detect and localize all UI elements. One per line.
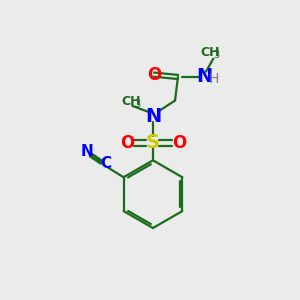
Text: O: O [120,134,134,152]
Text: O: O [172,134,186,152]
Text: CH: CH [121,95,141,108]
Text: 3: 3 [214,50,220,60]
Text: 3: 3 [134,99,140,109]
Text: S: S [146,133,160,152]
Text: H: H [209,72,219,86]
Text: C: C [100,157,111,172]
Text: N: N [81,144,94,159]
Text: N: N [196,68,213,86]
Text: CH: CH [201,46,220,59]
Text: O: O [147,66,161,84]
Text: N: N [145,107,161,126]
